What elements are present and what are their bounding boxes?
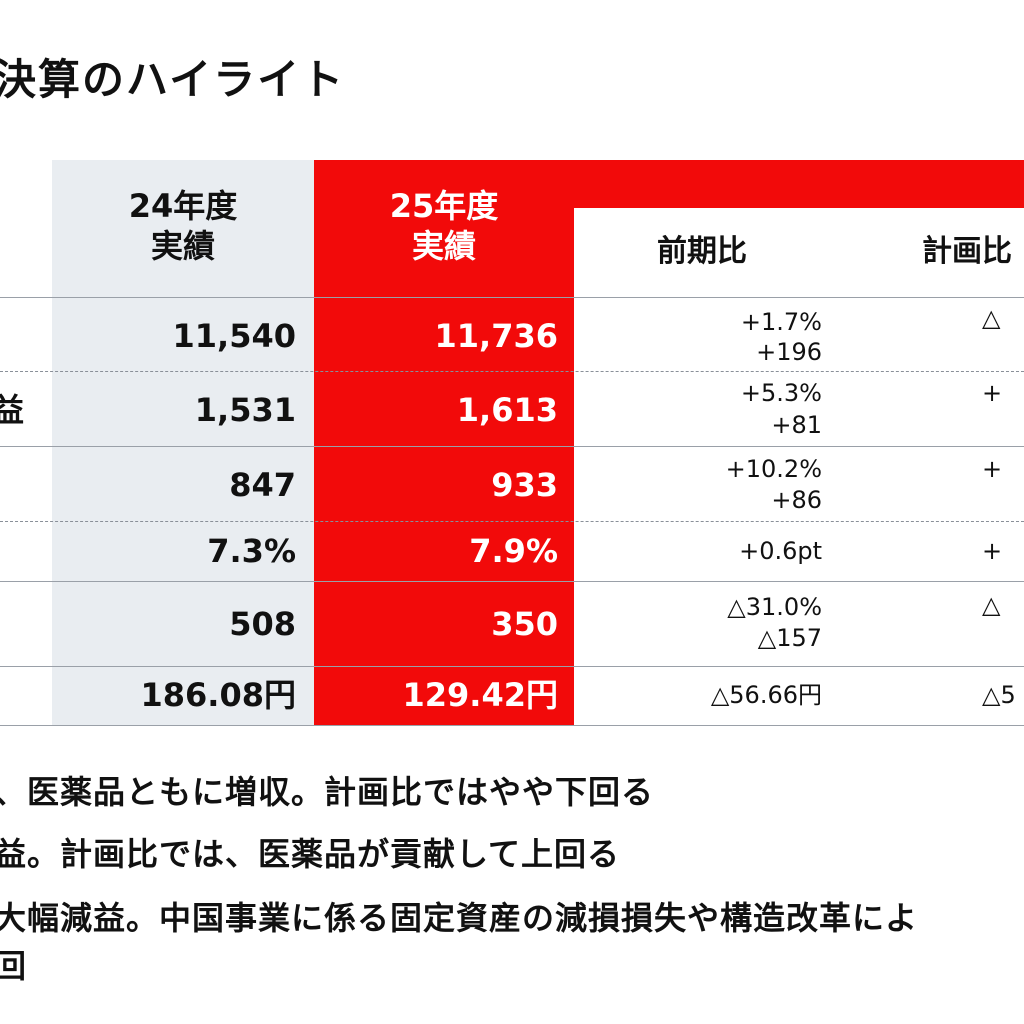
yoy-amount: △157	[757, 624, 822, 652]
header-vs-plan: 計画比	[922, 234, 1012, 269]
yoy-amount: +196	[756, 338, 822, 366]
plan-diff: △	[982, 304, 1001, 332]
fy24-value: 7.3%	[207, 532, 296, 570]
fy24-value: 1,531	[194, 391, 296, 429]
yoy-percent: +0.6pt	[739, 537, 822, 565]
row-divider	[0, 297, 1024, 298]
plan-diff: +	[982, 455, 1003, 483]
fy24-value: 508	[229, 605, 296, 643]
row-divider	[0, 666, 1024, 667]
header-fy24: 24年度 実績	[128, 187, 238, 265]
yoy-percent: △56.66円	[710, 681, 822, 709]
row-divider	[0, 371, 1024, 372]
summary-line-2: 益。計画比では、医薬品が貢献して上回る	[0, 835, 621, 873]
fy25-value: 129.42円	[402, 676, 559, 714]
comparison-header-band	[574, 160, 1024, 208]
yoy-percent: △31.0%	[727, 593, 822, 621]
header-yoy: 前期比	[657, 234, 747, 269]
plan-diff: △5	[982, 681, 1016, 709]
page-title: 決算のハイライト	[0, 55, 346, 104]
plan-diff: +	[982, 537, 1003, 565]
fy25-column-bg	[314, 160, 574, 725]
plan-diff: △	[982, 591, 1001, 619]
row-divider	[0, 446, 1024, 447]
header-fy25: 25年度 実績	[389, 187, 499, 265]
fy24-value: 847	[229, 466, 296, 504]
fy24-value: 11,540	[172, 317, 296, 355]
table-bottom-border	[0, 725, 1024, 726]
yoy-percent: +5.3%	[740, 379, 822, 407]
fy25-value: 350	[491, 605, 558, 643]
yoy-percent: +1.7%	[740, 308, 822, 336]
yoy-amount: +81	[771, 411, 822, 439]
summary-line-1: 、医薬品ともに増収。計画比ではやや下回る	[0, 773, 655, 811]
fy25-value: 11,736	[434, 317, 558, 355]
row-label-fragment: 益	[0, 391, 25, 429]
fy25-value: 1,613	[456, 391, 558, 429]
plan-diff: +	[982, 379, 1003, 407]
fy24-value: 186.08円	[140, 676, 297, 714]
fy25-value: 933	[491, 466, 558, 504]
row-divider	[0, 581, 1024, 582]
yoy-amount: +86	[771, 486, 822, 514]
summary-line-4: 回	[0, 947, 28, 985]
fy25-value: 7.9%	[469, 532, 558, 570]
yoy-percent: +10.2%	[725, 455, 822, 483]
row-divider	[0, 521, 1024, 522]
fy24-column-bg	[52, 160, 314, 725]
summary-line-3: 大幅減益。中国事業に係る固定資産の減損損失や構造改革によ	[0, 899, 919, 937]
